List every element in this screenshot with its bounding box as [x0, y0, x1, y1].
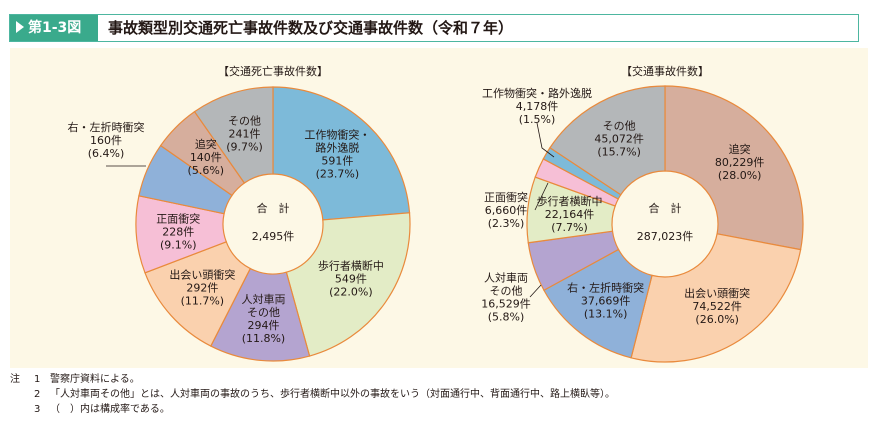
slice-label-正面衝突-line: 正面衝突 — [484, 190, 528, 204]
slice-label-右・左折時衝突-line: (13.1%) — [584, 308, 628, 321]
slice-label-右・左折時衝突-line: 右・左折時衝突 — [68, 120, 145, 134]
slice-label-正面衝突-line: 6,660件 — [485, 204, 528, 217]
slice-label-その他-line: (9.7%) — [226, 140, 263, 153]
figure-header: 第1-3図 事故類型別交通死亡事故件数及び交通事故件数（令和７年） — [9, 14, 859, 42]
slice-歩行者横断中 — [285, 212, 411, 357]
triangle-icon — [16, 21, 24, 33]
slice-label-その他-line: 45,072件 — [594, 133, 644, 146]
slice-工作物衝突・路外逸脱 — [272, 86, 411, 221]
slice-label-人対車両その他: 人対車両その他 294件(11.8%) — [241, 292, 285, 345]
slice-label-工作物衝突・路外逸脱-line: (1.5%) — [519, 113, 556, 126]
slice-label-人対車両その他-line: 人対車両 — [241, 292, 285, 306]
note-mark: 注 — [10, 374, 20, 385]
slice-label-出会い頭衝突-line: 74,522件 — [692, 300, 742, 313]
slice-label-右・左折時衝突-line: 160件 — [90, 134, 122, 147]
slice-label-追突: 追突 140件(5.6%) — [188, 137, 225, 177]
note-number: 3 — [34, 404, 41, 415]
slice-label-右・左折時衝突-line: 右・左折時衝突 — [567, 281, 644, 295]
slice-label-工作物衝突・路外逸脱: 工作物衝突・路外逸脱 4,178件(1.5%) — [482, 86, 592, 126]
slice-label-人対車両その他-line: 294件 — [247, 319, 279, 332]
slice-label-追突-line: (28.0%) — [718, 169, 762, 182]
slice-label-出会い頭衝突-line: (11.7%) — [181, 295, 225, 308]
slice-label-正面衝突-line: (9.1%) — [160, 239, 197, 252]
leader-line-工作物衝突・路外逸脱 — [536, 122, 555, 158]
slice-label-出会い頭衝突-line: 出会い頭衝突 — [169, 268, 235, 282]
chart-title: 【交通死亡事故件数】 — [218, 64, 328, 78]
slice-label-工作物衝突・路外逸脱-line: 4,178件 — [516, 100, 559, 113]
slice-label-人対車両その他-line: 人対車両 — [484, 271, 528, 285]
slice-label-人対車両その他-line: (11.8%) — [242, 332, 286, 345]
slice-label-人対車両その他-line: その他 — [490, 285, 523, 298]
slice-label-工作物衝突・路外逸脱-line: 591件 — [321, 155, 353, 168]
slice-label-その他-line: その他 — [228, 114, 261, 127]
center-total: 287,023件 — [637, 230, 694, 243]
slice-label-人対車両その他-line: その他 — [247, 306, 280, 319]
slice-label-歩行者横断中: 歩行者横断中 549件(22.0%) — [318, 258, 384, 298]
slice-label-歩行者横断中-line: 22,164件 — [545, 208, 595, 221]
note-text: （ ）内は構成率である。 — [50, 404, 170, 415]
slice-label-出会い頭衝突: 出会い頭衝突 74,522件(26.0%) — [684, 286, 750, 326]
slice-label-追突: 追突 80,229件(28.0%) — [715, 142, 765, 182]
slice-label-追突-line: 140件 — [190, 151, 222, 164]
slice-label-正面衝突-line: (2.3%) — [488, 217, 525, 230]
slice-その他 — [193, 86, 274, 184]
figure-number: 第1-3図 — [28, 20, 82, 36]
pie-chart-2: 合 計 287,023件 【交通事故件数】 — [526, 64, 804, 363]
slice-label-正面衝突: 正面衝突 6,660件(2.3%) — [484, 190, 528, 230]
slice-label-出会い頭衝突-line: 292件 — [186, 282, 218, 295]
figure-number-tag: 第1-3図 — [10, 15, 98, 41]
note-number: 1 — [34, 374, 41, 385]
slice-label-追突-line: (5.6%) — [188, 164, 225, 177]
slice-label-工作物衝突・路外逸脱-line: (23.7%) — [316, 168, 360, 181]
slice-label-右・左折時衝突: 右・左折時衝突 160件(6.4%) — [68, 120, 145, 160]
note-text: 警察庁資料による。 — [50, 374, 140, 385]
slice-label-工作物衝突・路外逸脱-line: 工作物衝突・路外逸脱 — [482, 86, 592, 100]
slice-label-工作物衝突・路外逸脱: 工作物衝突・路外逸脱 591件(23.7%) — [304, 128, 370, 181]
center-label: 合 計 — [649, 201, 682, 215]
slice-label-工作物衝突・路外逸脱-line: 工作物衝突・ — [304, 128, 370, 142]
slice-label-人対車両その他-line: (5.8%) — [488, 311, 525, 324]
slice-label-歩行者横断中-line: 歩行者横断中 — [318, 258, 384, 272]
slice-label-出会い頭衝突-line: 出会い頭衝突 — [684, 286, 750, 300]
slice-label-工作物衝突・路外逸脱-line: 路外逸脱 — [315, 141, 359, 155]
slice-label-人対車両その他: 人対車両その他 16,529件(5.8%) — [481, 271, 531, 324]
slice-label-右・左折時衝突: 右・左折時衝突 37,669件(13.1%) — [567, 281, 644, 321]
chart-title: 【交通事故件数】 — [621, 64, 709, 78]
slice-label-出会い頭衝突: 出会い頭衝突 292件(11.7%) — [169, 268, 235, 308]
leader-line-人対車両その他 — [529, 284, 542, 298]
slice-label-追突-line: 追突 — [729, 142, 751, 156]
slice-出会い頭衝突 — [630, 233, 802, 363]
slice-label-出会い頭衝突-line: (26.0%) — [695, 313, 739, 326]
figure-title: 事故類型別交通死亡事故件数及び交通事故件数（令和７年） — [108, 19, 514, 37]
slice-label-正面衝突-line: 228件 — [162, 226, 194, 239]
note-number: 2 — [34, 389, 41, 400]
slice-label-正面衝突-line: 正面衝突 — [156, 212, 200, 226]
slice-label-歩行者横断中-line: (22.0%) — [329, 285, 373, 298]
slice-label-歩行者横断中-line: 歩行者横断中 — [537, 194, 603, 208]
leader-line-正面衝突 — [534, 182, 549, 211]
slice-label-歩行者横断中-line: 549件 — [335, 272, 367, 285]
slice-label-歩行者横断中: 歩行者横断中 22,164件(7.7%) — [537, 194, 603, 234]
slice-label-歩行者横断中-line: (7.7%) — [551, 221, 588, 234]
note-text: 「人対車両その他」とは、人対車両の事故のうち、歩行者横断中以外の事故をいう（対面… — [50, 389, 615, 400]
slice-label-その他: その他 241件(9.7%) — [226, 114, 263, 153]
slice-label-その他-line: (15.7%) — [597, 146, 641, 159]
slice-追突 — [664, 85, 804, 251]
slice-label-その他: その他 45,072件(15.7%) — [594, 120, 644, 159]
slice-label-人対車両その他-line: 16,529件 — [481, 298, 531, 311]
slice-label-追突-line: 追突 — [195, 137, 217, 151]
pie-chart-1: 合 計 2,495件 【交通死亡事故件数】 — [135, 64, 411, 362]
slice-label-追突-line: 80,229件 — [715, 156, 765, 169]
slice-label-右・左折時衝突-line: 37,669件 — [581, 295, 631, 308]
slice-label-正面衝突: 正面衝突 228件(9.1%) — [156, 212, 200, 252]
slice-label-その他-line: その他 — [603, 120, 636, 133]
slice-label-右・左折時衝突-line: (6.4%) — [88, 147, 125, 160]
center-total: 2,495件 — [252, 230, 295, 243]
center-label: 合 計 — [257, 201, 290, 215]
slice-その他 — [549, 85, 666, 196]
slice-label-その他-line: 241件 — [228, 127, 260, 140]
